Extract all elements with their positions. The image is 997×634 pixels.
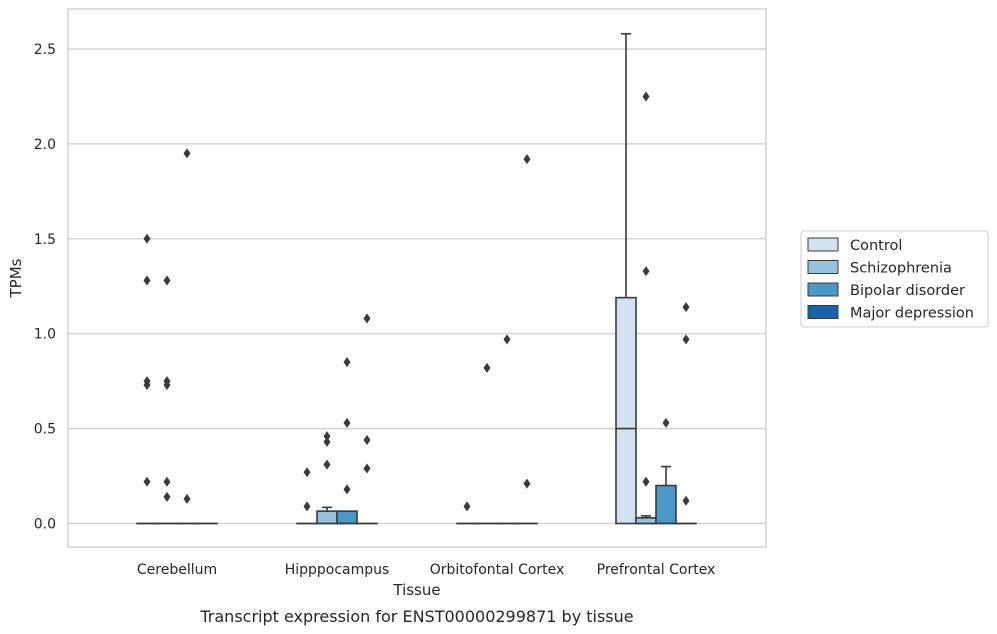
outlier-0-0-0 [143, 233, 151, 244]
plot-area-background [68, 9, 766, 547]
box-series [136, 33, 697, 525]
x-tick-label-2: Orbitofontal Cortex [430, 562, 565, 578]
box-1-3 [635, 515, 657, 525]
y-tick-labels: 0.0 0.5 1.0 1.5 2.0 2.5 [34, 42, 56, 533]
outlier-2-0-1 [183, 493, 191, 504]
box-body [655, 484, 677, 525]
outlier-3-1-1 [363, 434, 371, 445]
outlier-3-3-1 [682, 334, 690, 345]
plot-frame [67, 8, 767, 548]
outlier-1-0-2 [163, 379, 171, 390]
y-tick-label-1: 0.5 [34, 422, 56, 438]
outlier-0-0-1 [143, 275, 151, 286]
box-body [316, 510, 338, 525]
outlier-1-0-0 [163, 275, 171, 286]
outlier-1-1-0 [323, 431, 331, 442]
y-tick-label-0: 0.0 [34, 517, 56, 533]
box-body [635, 517, 657, 525]
legend-swatch-2 [807, 282, 839, 297]
outlier-1-0-4 [163, 491, 171, 502]
outlier-1-3-2 [642, 476, 650, 487]
x-axis-label: Tissue [392, 581, 440, 599]
x-tick-label-1: Hipppocampus [285, 562, 390, 578]
x-tick-label-0: Cerebellum [137, 562, 217, 578]
y-tick-label-2: 1.0 [34, 327, 56, 343]
outlier-2-3-0 [662, 417, 670, 428]
outlier-0-0-3 [143, 379, 151, 390]
outlier-2-1-0 [343, 357, 351, 368]
outlier-1-0-3 [163, 476, 171, 487]
outlier-0-0-4 [143, 476, 151, 487]
box-body [336, 510, 358, 525]
outlier-2-1-2 [343, 484, 351, 495]
outlier-3-1-2 [363, 463, 371, 474]
outlier-points [143, 91, 690, 512]
outlier-3-2-1 [523, 478, 531, 489]
outlier-0-2-0 [463, 501, 471, 512]
outlier-3-1-0 [363, 313, 371, 324]
legend-entries: Control Schizophrenia Bipolar disorder Majo… [807, 237, 974, 322]
legend-label-0: Control [850, 238, 902, 254]
outlier-1-3-0 [642, 91, 650, 102]
outlier-0-1-1 [303, 501, 311, 512]
legend-swatch-3 [807, 305, 839, 319]
x-tick-labels: Cerebellum Hipppocampus Orbitofontal Corte… [137, 562, 715, 578]
outlier-3-2-0 [523, 154, 531, 165]
box-1-1 [316, 506, 338, 525]
outlier-3-3-0 [682, 302, 690, 313]
outlier-1-1-2 [323, 459, 331, 470]
legend-swatch-0 [807, 237, 839, 252]
legend-frame [800, 230, 989, 328]
box-0-3 [615, 33, 637, 525]
outlier-3-3-2 [682, 495, 690, 506]
legend-label-2: Bipolar disorder [850, 283, 965, 299]
box-2-3 [655, 465, 677, 525]
outlier-2-0-0 [183, 148, 191, 159]
outlier-1-2-0 [483, 362, 491, 373]
outlier-1-1-1 [323, 436, 331, 447]
box-body [615, 296, 637, 525]
box-2-1 [336, 510, 358, 525]
y-tick-label-3: 1.5 [34, 232, 56, 248]
legend-label-3: Major depression [850, 306, 974, 322]
legend-swatch-1 [807, 260, 839, 274]
outlier-2-1-1 [343, 417, 351, 428]
x-tick-label-3: Prefrontal Cortex [597, 562, 716, 578]
y-tick-label-4: 2.0 [34, 137, 56, 153]
y-axis-label: TPMs [7, 258, 25, 298]
chart-caption: Transcript expression for ENST0000029987… [199, 607, 633, 626]
y-tick-label-5: 2.5 [34, 42, 56, 58]
legend: Control Schizophrenia Bipolar disorder Majo… [800, 230, 989, 328]
outlier-0-1-0 [303, 467, 311, 478]
outlier-1-3-1 [642, 266, 650, 277]
outlier-2-2-0 [503, 334, 511, 345]
legend-label-1: Schizophrenia [850, 261, 952, 277]
